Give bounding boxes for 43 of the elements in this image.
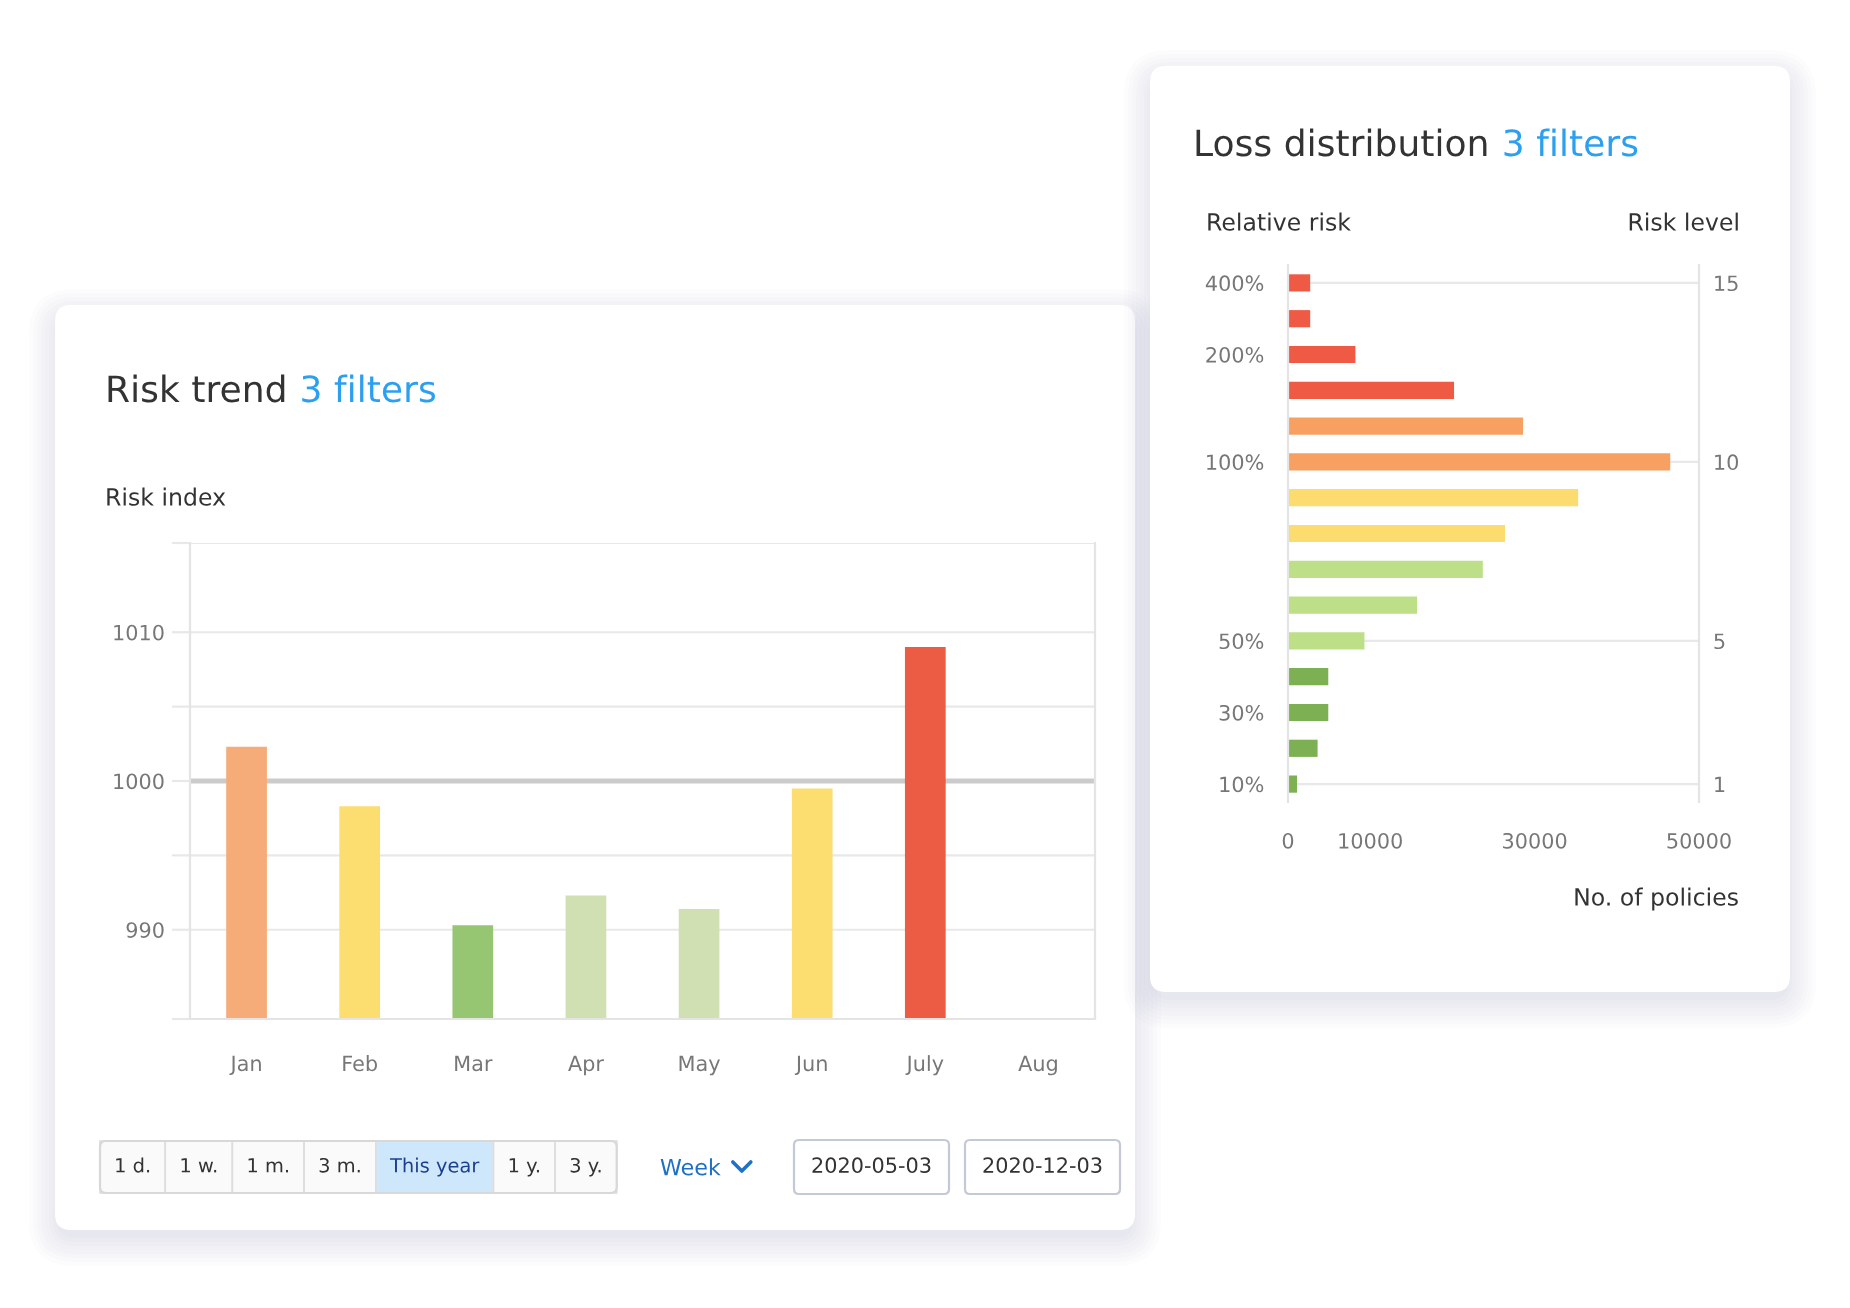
y-tick-label: 990 bbox=[126, 922, 164, 938]
x-tick-label: Jun bbox=[794, 1055, 827, 1076]
x-tick-label: 30000 bbox=[1503, 832, 1567, 849]
text: 1 y. bbox=[509, 1158, 539, 1177]
y-axis-title: Risk index bbox=[107, 487, 226, 506]
y2-tick-label: 5 bbox=[1714, 633, 1725, 650]
text: 2020-12-03 bbox=[983, 1157, 1102, 1174]
text: 3 m. bbox=[319, 1157, 360, 1173]
text: This year bbox=[389, 1157, 480, 1177]
y2-tick-label: 10 bbox=[1715, 454, 1739, 471]
x-tick-label: 10000 bbox=[1339, 832, 1402, 849]
chart-title: Loss distribution bbox=[1196, 128, 1487, 157]
y-tick-label: 200% bbox=[1206, 346, 1264, 363]
x-tick-label: Feb bbox=[343, 1055, 377, 1072]
chart-subtitle: 3 filters bbox=[1504, 128, 1638, 157]
chart-subtitle: 3 filters bbox=[302, 374, 436, 403]
y2-tick-label: 15 bbox=[1715, 275, 1738, 292]
x-tick-label: July bbox=[905, 1055, 944, 1076]
x-tick-label: Mar bbox=[455, 1055, 493, 1072]
y-tick-label: 400% bbox=[1205, 275, 1264, 292]
x-tick-label: May bbox=[679, 1055, 720, 1076]
y2-axis-title: Risk level bbox=[1629, 212, 1738, 231]
x-tick-label: Aug bbox=[1018, 1055, 1057, 1076]
y-tick-label: 100% bbox=[1207, 454, 1264, 471]
text: 2020-05-03 bbox=[812, 1157, 931, 1174]
x-axis-title: No. of policies bbox=[1575, 887, 1738, 911]
text: 1 w. bbox=[181, 1158, 217, 1173]
chart-title: Risk trend bbox=[108, 374, 285, 403]
text: 1 d. bbox=[116, 1157, 150, 1173]
y-tick-label: 1000 bbox=[114, 773, 164, 790]
y-tick-label: 10% bbox=[1220, 776, 1264, 793]
text: 3 y. bbox=[570, 1157, 601, 1177]
x-tick-label: 0 bbox=[1282, 832, 1294, 849]
x-tick-label: Apr bbox=[568, 1055, 604, 1076]
y2-tick-label: 1 bbox=[1715, 776, 1725, 793]
text: 1 m. bbox=[248, 1158, 288, 1173]
y-axis-title: Relative risk bbox=[1208, 212, 1351, 231]
x-tick-label: 50000 bbox=[1667, 832, 1731, 849]
text: Week bbox=[660, 1158, 721, 1176]
y-tick-label: 30% bbox=[1219, 704, 1264, 721]
y-tick-label: 50% bbox=[1219, 633, 1264, 650]
x-tick-label: Jan bbox=[229, 1055, 261, 1076]
y-tick-label: 1010 bbox=[114, 624, 164, 641]
